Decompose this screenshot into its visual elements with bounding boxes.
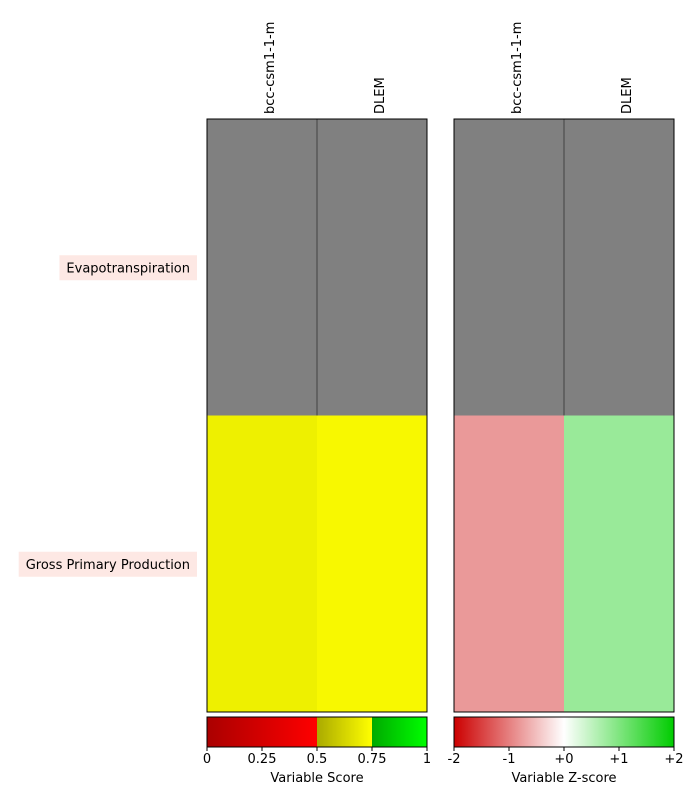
panel-score: bcc-csm1-1-m DLEM 0 0.25 0.5 0.75 1 Variable Sc… (203, 22, 431, 786)
row-labels: Evapotranspiration Gross Primary Producti… (18, 255, 197, 577)
colorbar-segment (564, 717, 674, 747)
colorbar-tick-label: 0.75 (358, 752, 387, 767)
colorbar-tick-label: +1 (609, 752, 628, 767)
column-label: bcc-csm1-1-m (263, 22, 278, 114)
column-label: DLEM (620, 77, 635, 114)
colorbar-tick-label: +2 (664, 752, 683, 767)
colorbar-segment (454, 717, 564, 747)
row-label: Evapotranspiration (59, 255, 197, 281)
row-label-text: Evapotranspiration (66, 261, 190, 276)
colorbar-segment (317, 717, 372, 747)
row-label-box (18, 551, 197, 577)
heatmap-cell (207, 119, 317, 416)
colorbar-segment (207, 717, 317, 747)
heatmap-cell (454, 119, 564, 416)
row-label-text: Gross Primary Production (26, 558, 190, 573)
colorbar-z-score: -2 -1 +0 +1 +2 Variable Z-score (448, 716, 684, 786)
colorbar-tick-label: -2 (448, 752, 461, 767)
heatmap-cell (317, 119, 427, 416)
row-label: Gross Primary Production (18, 551, 197, 577)
heatmap-cell (317, 415, 427, 712)
colorbar-tick-label: +0 (554, 752, 573, 767)
heatmap-panels: bcc-csm1-1-m DLEM 0 0.25 0.5 0.75 1 Variable Sc… (203, 22, 684, 786)
colorbar-score: 0 0.25 0.5 0.75 1 Variable Score (203, 716, 431, 786)
heatmap-cell (564, 119, 674, 416)
colorbar-tick-label: 0.25 (248, 752, 277, 767)
column-label: DLEM (373, 77, 388, 114)
column-label: bcc-csm1-1-m (510, 22, 525, 114)
colorbar-label: Variable Score (270, 771, 363, 786)
heatmap-cell (454, 415, 564, 712)
colorbar-tick-label: 0 (203, 752, 211, 767)
panel-z-score: bcc-csm1-1-m DLEM -2 -1 +0 +1 +2 Variable Z-sco… (448, 22, 684, 786)
row-label-box (59, 255, 197, 281)
colorbar-tick-label: -1 (503, 752, 516, 767)
heatmap-cell (207, 415, 317, 712)
colorbar-label: Variable Z-score (511, 771, 616, 786)
panel-frame (453, 118, 675, 713)
colorbar-tick-label: 1 (423, 752, 431, 767)
panel-frame (206, 118, 428, 713)
colorbar-tick-label: 0.5 (307, 752, 328, 767)
heatmap-cell (564, 415, 674, 712)
colorbar-segment (372, 717, 427, 747)
